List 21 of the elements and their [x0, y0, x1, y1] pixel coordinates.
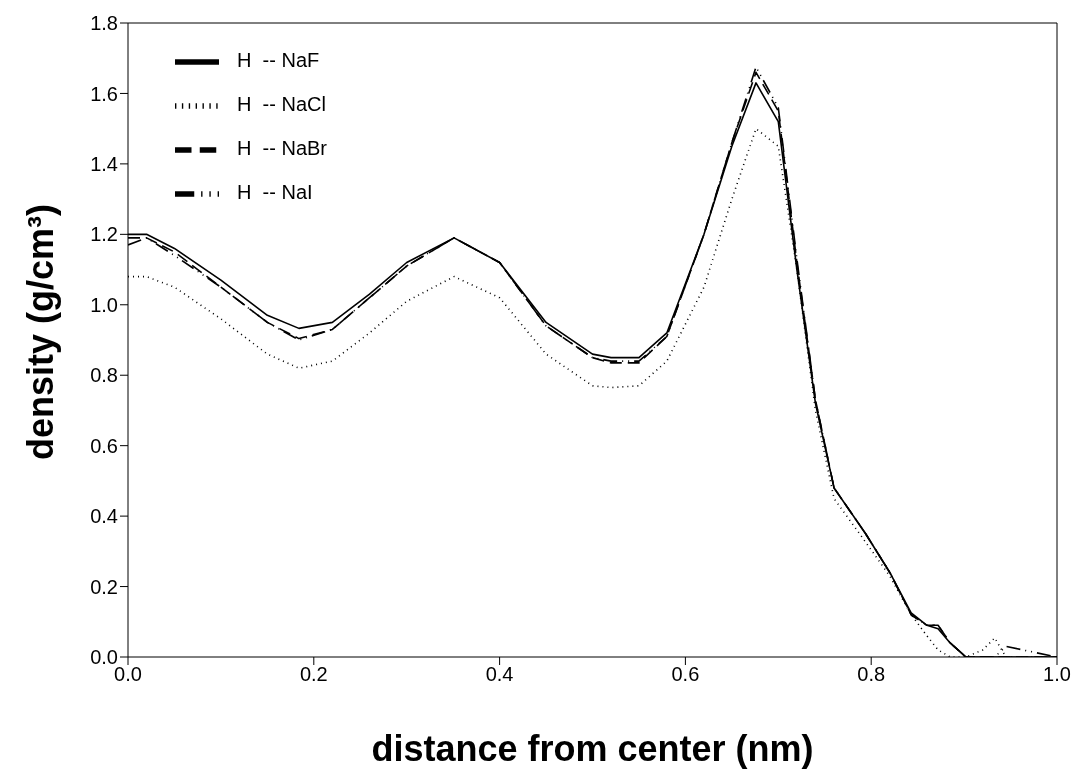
y-tick-label: 0.4: [90, 505, 118, 528]
x-tick-label: 1.0: [1043, 663, 1071, 686]
y-tick-label: 0.2: [90, 575, 118, 598]
x-tick-label: 0.6: [671, 663, 700, 686]
y-tick-label: 0.8: [90, 364, 118, 387]
y-axis-title: density (g/cm³): [19, 203, 61, 460]
legend-label: H -- NaBr: [237, 137, 327, 160]
x-tick-label: 0.2: [299, 663, 328, 686]
y-tick-label: 1.2: [90, 223, 118, 246]
legend-label: H -- NaI: [237, 181, 313, 204]
y-tick-label: 0.6: [90, 434, 118, 457]
x-tick-label: 0.4: [485, 663, 514, 686]
x-tick-label: 0.0: [114, 663, 142, 686]
y-tick-label: 1.8: [90, 12, 118, 35]
y-tick-label: 1.6: [90, 82, 118, 105]
y-tick-label: 1.4: [90, 152, 118, 175]
x-tick-label: 0.8: [857, 663, 886, 686]
x-axis-title: distance from center (nm): [371, 728, 814, 769]
legend-label: H -- NaF: [237, 49, 320, 72]
legend-label: H -- NaCl: [237, 93, 326, 116]
y-tick-label: 1.0: [90, 293, 118, 316]
